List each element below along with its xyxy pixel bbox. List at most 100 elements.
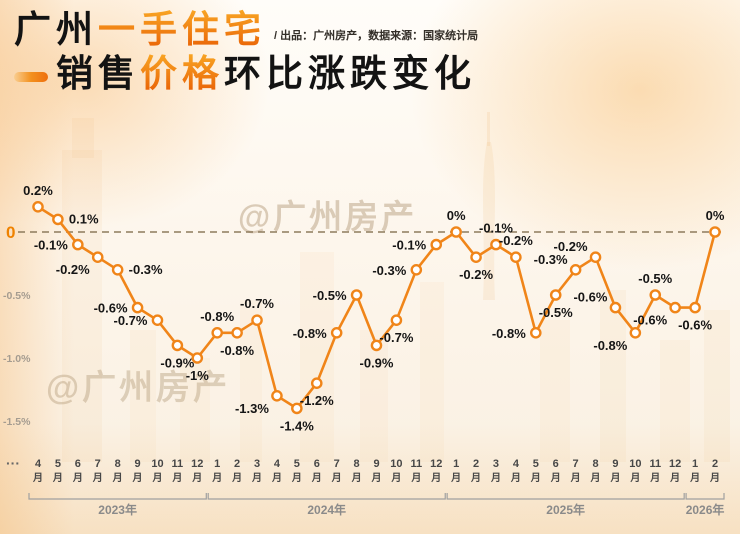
data-label: -0.1% <box>479 221 513 236</box>
month-number: 10 <box>151 458 163 470</box>
data-point <box>91 251 104 264</box>
month-number: 5 <box>533 458 539 470</box>
data-point <box>689 301 701 314</box>
title-highlight-property: 一手住宅 <box>98 9 266 50</box>
month-suffix: 月 <box>709 472 720 484</box>
year-label: 2025年 <box>546 502 585 517</box>
title-sales: 销售 <box>56 52 140 94</box>
y-axis-tick: -1.0% <box>3 353 31 365</box>
month-number: 3 <box>254 458 260 470</box>
data-point <box>669 301 681 314</box>
month-suffix: 月 <box>151 472 162 484</box>
year-bracket <box>685 493 725 500</box>
month-suffix: 月 <box>689 472 700 484</box>
data-point <box>191 352 204 364</box>
title-change: 环比涨跌变化 <box>224 52 476 94</box>
month-suffix: 月 <box>669 472 680 484</box>
data-point <box>72 238 84 251</box>
data-point <box>330 326 343 339</box>
month-number: 11 <box>172 458 184 470</box>
data-point <box>370 339 383 352</box>
month-suffix: 月 <box>351 472 362 484</box>
title-block: 广州 一手住宅 / 出品：广州房产，数据来源：国家统计局 销售 价格 环比涨跌变… <box>14 8 478 95</box>
data-label: -0.9% <box>360 355 394 370</box>
month-number: 8 <box>115 458 121 470</box>
data-label: -0.5% <box>638 271 672 286</box>
month-number: 8 <box>354 458 360 470</box>
month-suffix: 月 <box>570 472 581 484</box>
data-label: -0.1% <box>34 238 68 253</box>
title-line-1: 广州 一手住宅 / 出品：广州房产，数据来源：国家统计局 <box>14 8 478 52</box>
year-label: 2026年 <box>686 502 725 517</box>
month-number: 1 <box>692 458 698 470</box>
data-label: -1.2% <box>300 393 334 408</box>
month-suffix: 月 <box>211 472 222 484</box>
year-label: 2024年 <box>307 502 346 517</box>
data-point <box>111 263 124 276</box>
data-label: -0.6% <box>573 290 607 305</box>
data-label: -0.3% <box>129 262 163 277</box>
year-bracket <box>207 493 446 500</box>
data-point <box>151 314 164 327</box>
month-number: 7 <box>573 458 579 470</box>
year-label: 2023年 <box>98 502 137 517</box>
month-suffix: 月 <box>311 472 322 484</box>
month-number: 12 <box>430 458 442 470</box>
month-suffix: 月 <box>112 472 123 484</box>
month-number: 1 <box>453 458 459 470</box>
data-label: -0.1% <box>392 238 426 253</box>
month-number: 3 <box>493 458 499 470</box>
month-suffix: 月 <box>550 472 561 484</box>
title-highlight-price: 价格 <box>140 52 224 94</box>
data-label: -0.7% <box>240 296 274 311</box>
data-label: -0.2% <box>499 233 533 248</box>
month-number: 7 <box>334 458 340 470</box>
data-point <box>390 314 403 327</box>
data-point <box>569 263 582 276</box>
data-point <box>231 326 243 339</box>
data-point <box>131 301 144 314</box>
month-suffix: 月 <box>52 472 63 484</box>
month-suffix: 月 <box>72 472 83 484</box>
month-number: 7 <box>95 458 101 470</box>
data-label: -0.2% <box>554 239 588 254</box>
data-label: 0% <box>447 208 466 223</box>
history-ellipsis: ··· <box>6 455 20 471</box>
data-point <box>52 213 64 226</box>
data-label: 0% <box>706 208 725 223</box>
watermark-bottom-left: @广州房产 <box>46 369 231 407</box>
data-label: 0.1% <box>69 211 99 226</box>
data-point <box>589 251 602 264</box>
month-number: 8 <box>592 458 598 470</box>
month-suffix: 月 <box>649 472 660 484</box>
data-label: -0.6% <box>94 301 128 316</box>
data-label: -1.3% <box>235 401 269 416</box>
month-suffix: 月 <box>191 472 202 484</box>
month-number: 1 <box>214 458 220 470</box>
data-label: -1.4% <box>280 418 314 433</box>
title-accent-dash <box>14 72 48 83</box>
data-point <box>510 251 522 264</box>
year-bracket <box>28 493 207 500</box>
data-label: -0.9% <box>160 355 194 370</box>
data-point <box>271 389 283 402</box>
month-suffix: 月 <box>171 472 182 484</box>
month-suffix: 月 <box>490 472 501 484</box>
month-suffix: 月 <box>530 472 541 484</box>
data-label: -0.8% <box>593 338 627 353</box>
data-label: -0.6% <box>678 318 712 333</box>
year-bracket <box>446 493 685 500</box>
month-suffix: 月 <box>271 472 282 484</box>
month-number: 12 <box>669 458 681 470</box>
month-number: 4 <box>513 458 520 470</box>
data-label: -0.6% <box>633 313 667 328</box>
y-axis-tick: -0.5% <box>3 290 31 302</box>
month-suffix: 月 <box>231 472 242 484</box>
data-point <box>450 226 462 238</box>
month-suffix: 月 <box>450 472 461 484</box>
data-label: -0.2% <box>459 267 493 282</box>
month-suffix: 月 <box>430 472 441 484</box>
